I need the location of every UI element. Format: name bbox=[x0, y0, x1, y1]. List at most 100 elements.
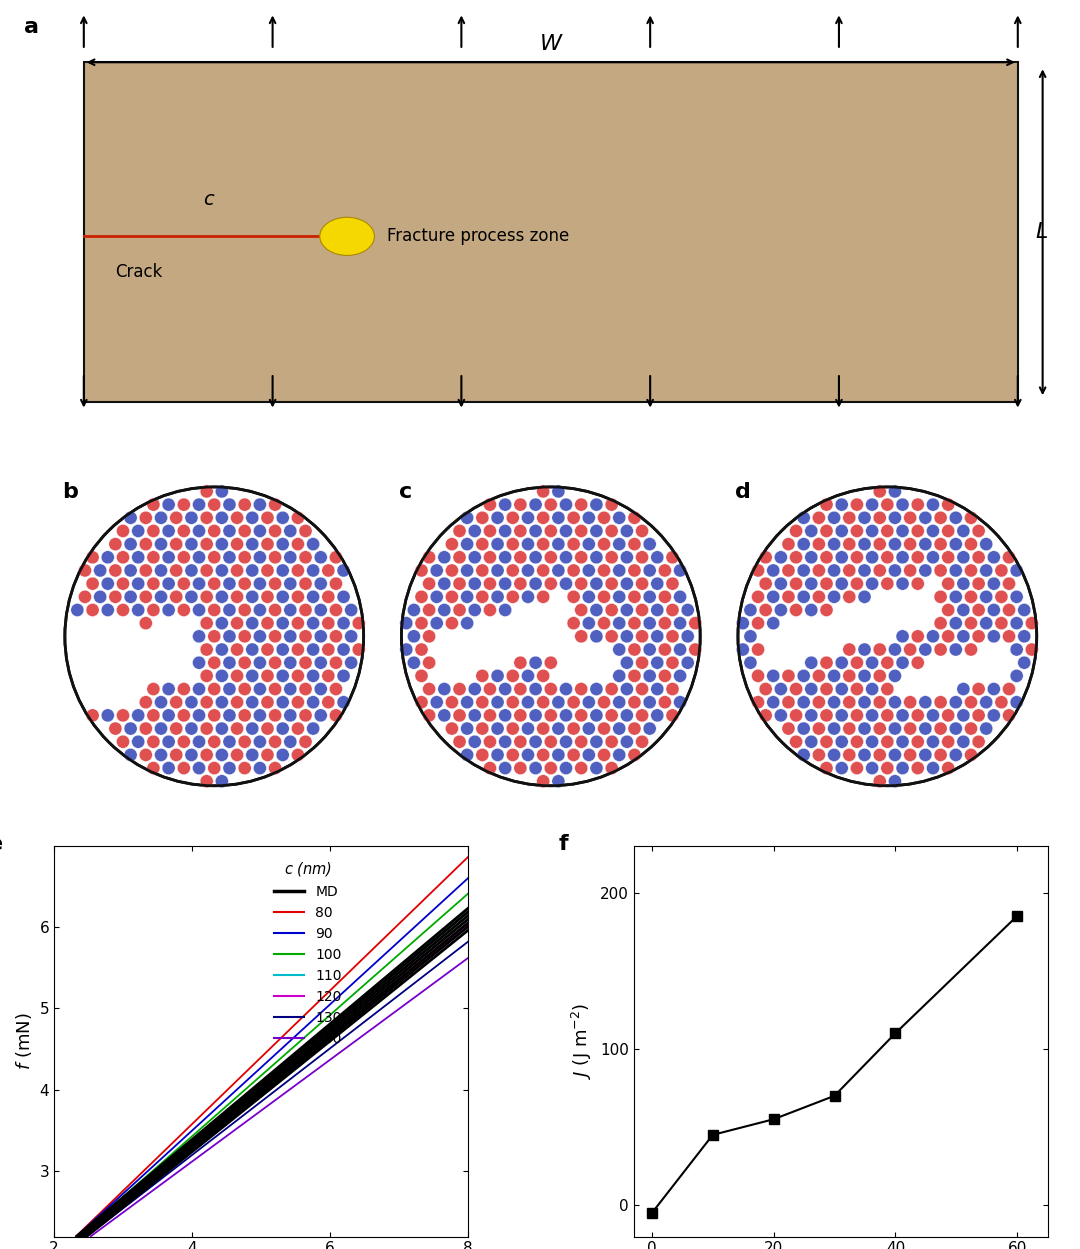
Circle shape bbox=[476, 748, 489, 762]
Circle shape bbox=[292, 748, 305, 762]
Circle shape bbox=[812, 748, 825, 762]
Circle shape bbox=[582, 748, 595, 762]
Circle shape bbox=[635, 629, 649, 643]
Circle shape bbox=[200, 617, 213, 629]
Circle shape bbox=[674, 696, 687, 708]
Circle shape bbox=[261, 591, 274, 603]
Circle shape bbox=[774, 682, 787, 696]
Circle shape bbox=[139, 565, 152, 577]
Circle shape bbox=[949, 696, 962, 708]
Circle shape bbox=[109, 591, 122, 603]
Circle shape bbox=[635, 525, 649, 537]
Circle shape bbox=[681, 629, 694, 643]
Circle shape bbox=[86, 603, 99, 617]
Circle shape bbox=[514, 656, 527, 669]
Circle shape bbox=[185, 748, 198, 762]
Circle shape bbox=[430, 617, 443, 629]
Circle shape bbox=[635, 682, 649, 696]
Circle shape bbox=[276, 669, 289, 682]
Circle shape bbox=[559, 736, 572, 748]
Circle shape bbox=[200, 748, 213, 762]
Circle shape bbox=[590, 709, 603, 722]
Circle shape bbox=[666, 577, 679, 591]
Circle shape bbox=[782, 696, 795, 708]
Circle shape bbox=[987, 629, 1000, 643]
Circle shape bbox=[476, 511, 489, 525]
Circle shape bbox=[254, 629, 267, 643]
Circle shape bbox=[651, 577, 664, 591]
Circle shape bbox=[597, 511, 610, 525]
Circle shape bbox=[874, 565, 887, 577]
Circle shape bbox=[835, 498, 848, 511]
Circle shape bbox=[307, 643, 320, 656]
Circle shape bbox=[827, 669, 840, 682]
Circle shape bbox=[522, 748, 535, 762]
Circle shape bbox=[881, 709, 894, 722]
Circle shape bbox=[674, 643, 687, 656]
Circle shape bbox=[453, 577, 467, 591]
Circle shape bbox=[582, 591, 595, 603]
Circle shape bbox=[292, 722, 305, 736]
Circle shape bbox=[827, 722, 840, 736]
Circle shape bbox=[980, 617, 993, 629]
Circle shape bbox=[889, 722, 902, 736]
Circle shape bbox=[789, 551, 802, 563]
Circle shape bbox=[222, 525, 237, 537]
Circle shape bbox=[1010, 565, 1023, 577]
Circle shape bbox=[627, 748, 642, 762]
Circle shape bbox=[904, 511, 917, 525]
Circle shape bbox=[827, 565, 840, 577]
Circle shape bbox=[507, 511, 519, 525]
Circle shape bbox=[782, 591, 795, 603]
Circle shape bbox=[254, 762, 267, 774]
Circle shape bbox=[575, 525, 588, 537]
Circle shape bbox=[752, 591, 765, 603]
Circle shape bbox=[192, 551, 205, 563]
Circle shape bbox=[192, 762, 205, 774]
Circle shape bbox=[850, 551, 864, 563]
Circle shape bbox=[276, 565, 289, 577]
Circle shape bbox=[132, 525, 145, 537]
Circle shape bbox=[927, 709, 940, 722]
Circle shape bbox=[329, 682, 342, 696]
Circle shape bbox=[192, 629, 205, 643]
Circle shape bbox=[820, 577, 833, 591]
Circle shape bbox=[162, 682, 175, 696]
Circle shape bbox=[445, 591, 459, 603]
Circle shape bbox=[912, 709, 924, 722]
Circle shape bbox=[238, 498, 252, 511]
Circle shape bbox=[284, 736, 297, 748]
Circle shape bbox=[276, 748, 289, 762]
Circle shape bbox=[299, 682, 312, 696]
Circle shape bbox=[774, 577, 787, 591]
Circle shape bbox=[934, 511, 947, 525]
Circle shape bbox=[858, 591, 872, 603]
Circle shape bbox=[782, 722, 795, 736]
Circle shape bbox=[789, 709, 802, 722]
Circle shape bbox=[529, 525, 542, 537]
Circle shape bbox=[284, 603, 297, 617]
Circle shape bbox=[964, 643, 977, 656]
Circle shape bbox=[842, 696, 855, 708]
Circle shape bbox=[643, 722, 657, 736]
Ellipse shape bbox=[320, 217, 375, 256]
Circle shape bbox=[276, 591, 289, 603]
Circle shape bbox=[865, 498, 879, 511]
Circle shape bbox=[162, 603, 175, 617]
Circle shape bbox=[1010, 669, 1023, 682]
Circle shape bbox=[612, 537, 625, 551]
Circle shape bbox=[567, 511, 580, 525]
Circle shape bbox=[559, 682, 572, 696]
Circle shape bbox=[284, 709, 297, 722]
Circle shape bbox=[865, 682, 879, 696]
Circle shape bbox=[469, 577, 482, 591]
Circle shape bbox=[972, 709, 985, 722]
Circle shape bbox=[651, 656, 664, 669]
Circle shape bbox=[635, 736, 649, 748]
Circle shape bbox=[597, 591, 610, 603]
Circle shape bbox=[651, 629, 664, 643]
Circle shape bbox=[292, 511, 305, 525]
Circle shape bbox=[627, 722, 642, 736]
Circle shape bbox=[881, 551, 894, 563]
Circle shape bbox=[284, 629, 297, 643]
